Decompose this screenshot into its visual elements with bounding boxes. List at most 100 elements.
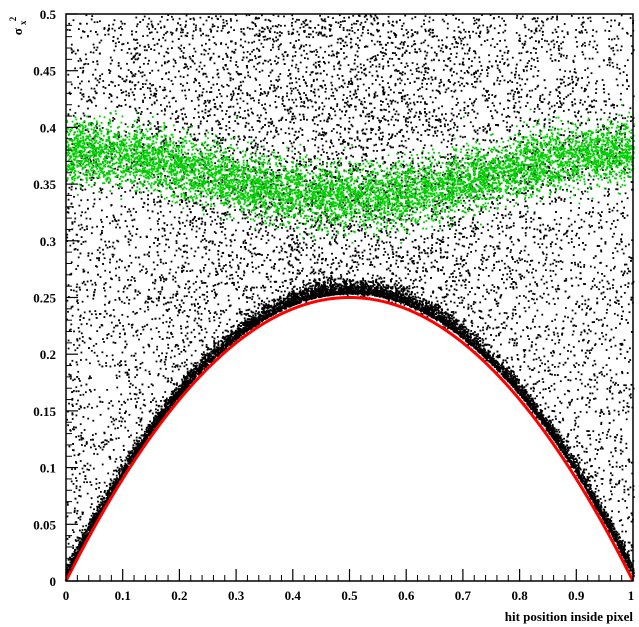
scatter-point-black <box>400 215 403 217</box>
scatter-point-black <box>423 77 425 79</box>
scatter-point-black <box>455 276 457 279</box>
scatter-point-black <box>260 286 263 289</box>
scatter-point-black <box>218 282 220 285</box>
scatter-point-black <box>445 287 448 290</box>
scatter-point-black <box>542 24 545 27</box>
scatter-point-black <box>554 288 557 291</box>
scatter-point-black <box>595 92 597 94</box>
scatter-point-black <box>206 291 209 293</box>
scatter-point-black <box>595 88 598 90</box>
scatter-point-black <box>412 162 414 165</box>
scatter-point-black <box>506 64 509 67</box>
scatter-point-black <box>368 94 371 97</box>
scatter-point-black <box>616 202 619 205</box>
scatter-point-black <box>510 187 512 190</box>
scatter-point-black <box>184 350 187 353</box>
scatter-point-black <box>217 253 220 256</box>
scatter-point-black <box>297 269 300 272</box>
scatter-point-black <box>494 187 496 190</box>
scatter-point-black <box>580 115 583 118</box>
scatter-point-black <box>297 67 300 70</box>
scatter-point-black <box>615 382 617 384</box>
scatter-point-black <box>302 45 305 48</box>
scatter-point-black <box>600 318 603 321</box>
scatter-point-black <box>362 132 364 135</box>
scatter-point-black <box>251 233 254 235</box>
scatter-point-black <box>554 374 556 376</box>
scatter-point-black <box>455 72 458 75</box>
scatter-point-black <box>163 278 165 280</box>
scatter-point-black <box>415 68 418 70</box>
scatter-point-black <box>67 113 70 116</box>
scatter-point-black <box>501 75 504 78</box>
scatter-point-black <box>626 506 628 509</box>
scatter-point-black <box>588 81 590 84</box>
scatter-point-black <box>355 212 357 214</box>
scatter-point-black <box>598 245 601 247</box>
scatter-point-black <box>136 119 139 121</box>
scatter-point-black <box>117 240 120 243</box>
scatter-point-black <box>465 237 468 239</box>
scatter-point-black <box>487 106 489 108</box>
scatter-point-black <box>358 144 361 147</box>
scatter-point-black <box>621 498 624 501</box>
scatter-point-black <box>482 295 484 298</box>
scatter-point-black <box>167 238 170 241</box>
scatter-point-black <box>195 281 197 283</box>
scatter-point-black <box>85 358 88 361</box>
scatter-point-black <box>293 46 296 49</box>
scatter-point-black <box>318 255 321 258</box>
scatter-point-black <box>228 200 231 203</box>
scatter-point-black <box>267 155 270 157</box>
scatter-point-black <box>564 232 567 235</box>
scatter-point-black <box>199 120 202 123</box>
scatter-point-black <box>453 293 456 296</box>
scatter-point-black <box>108 146 111 149</box>
scatter-point-black <box>89 51 92 54</box>
scatter-point-black <box>536 381 539 384</box>
scatter-point-black <box>470 305 473 307</box>
scatter-point-black <box>543 234 546 237</box>
scatter-point-black <box>312 177 314 180</box>
scatter-point-black <box>68 402 70 405</box>
scatter-point-black <box>75 268 78 270</box>
scatter-point-black <box>558 49 560 51</box>
scatter-point-black <box>86 280 89 283</box>
scatter-point-black <box>336 41 339 44</box>
scatter-point-black <box>615 290 618 293</box>
scatter-point-black <box>533 211 536 214</box>
scatter-point-black <box>511 312 514 315</box>
scatter-point-black <box>478 35 480 37</box>
scatter-point-black <box>361 156 363 159</box>
scatter-point-black <box>206 144 209 147</box>
scatter-point-black <box>493 339 495 341</box>
scatter-point-black <box>458 218 461 220</box>
scatter-point-black <box>298 222 301 224</box>
scatter-point-black <box>216 30 219 33</box>
scatter-point-black <box>573 98 576 101</box>
scatter-point-black <box>88 318 91 321</box>
scatter-point-black <box>458 196 461 199</box>
scatter-point-black <box>373 43 376 46</box>
scatter-point-black <box>287 30 290 33</box>
scatter-point-black <box>570 400 573 403</box>
scatter-point-black <box>556 136 559 139</box>
scatter-point-black <box>474 131 477 133</box>
scatter-point-black <box>306 118 308 121</box>
scatter-point-black <box>469 98 471 100</box>
scatter-point-black <box>315 54 318 56</box>
scatter-point-black <box>488 93 490 96</box>
scatter-point-black <box>102 441 105 443</box>
scatter-point-black <box>190 331 193 334</box>
scatter-point-black <box>156 264 159 266</box>
scatter-point-black <box>592 178 595 181</box>
scatter-point-black <box>83 63 85 66</box>
scatter-point-black <box>463 306 465 309</box>
scatter-point-black <box>357 251 360 254</box>
scatter-point-black <box>357 29 359 31</box>
scatter-point-black <box>293 241 295 243</box>
scatter-point-black <box>68 536 71 538</box>
scatter-point-black <box>601 332 603 334</box>
scatter-point-black <box>101 463 104 466</box>
scatter-point-black <box>189 219 192 222</box>
